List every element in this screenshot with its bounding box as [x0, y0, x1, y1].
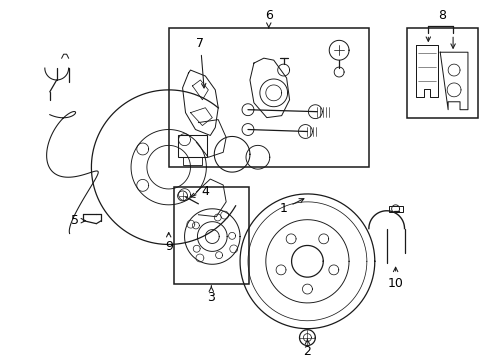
Text: 9: 9 — [164, 233, 172, 253]
Bar — [388, 206, 402, 212]
Bar — [406, 28, 477, 118]
Text: 10: 10 — [387, 267, 403, 289]
Bar — [168, 28, 368, 167]
Text: 1: 1 — [279, 199, 303, 215]
Text: 4: 4 — [190, 185, 209, 198]
Bar — [177, 135, 207, 157]
Text: 7: 7 — [196, 37, 205, 88]
Text: 5: 5 — [70, 214, 85, 227]
Bar — [173, 187, 248, 284]
Text: 3: 3 — [207, 286, 215, 305]
Text: 2: 2 — [303, 339, 311, 358]
Bar — [182, 157, 202, 165]
Text: 6: 6 — [264, 9, 272, 28]
Text: 8: 8 — [437, 9, 445, 22]
